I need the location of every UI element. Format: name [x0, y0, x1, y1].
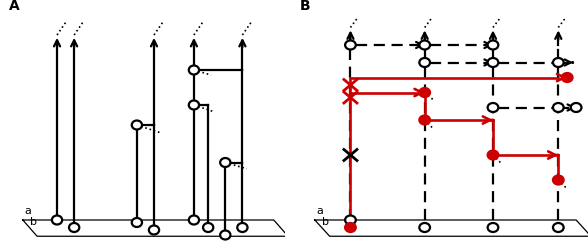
Circle shape — [189, 100, 199, 110]
Circle shape — [238, 223, 248, 232]
Circle shape — [419, 223, 430, 232]
Circle shape — [553, 176, 564, 184]
Circle shape — [132, 218, 142, 227]
Circle shape — [189, 216, 199, 224]
Circle shape — [487, 223, 498, 232]
Circle shape — [132, 120, 142, 130]
Circle shape — [203, 223, 213, 232]
Circle shape — [419, 40, 430, 50]
Circle shape — [149, 226, 159, 234]
Circle shape — [419, 88, 430, 97]
Circle shape — [553, 103, 564, 112]
Text: A: A — [9, 0, 19, 13]
Circle shape — [553, 58, 564, 67]
Text: b: b — [322, 217, 329, 227]
Circle shape — [52, 216, 62, 224]
Text: b: b — [30, 217, 37, 227]
Circle shape — [345, 216, 356, 224]
Circle shape — [487, 40, 498, 50]
Circle shape — [553, 223, 564, 232]
Circle shape — [487, 150, 498, 160]
Text: a: a — [24, 206, 31, 216]
Circle shape — [487, 103, 498, 112]
Circle shape — [189, 66, 199, 74]
Circle shape — [419, 116, 430, 124]
Circle shape — [220, 158, 230, 167]
Circle shape — [69, 223, 79, 232]
Circle shape — [220, 230, 230, 239]
Circle shape — [345, 40, 356, 50]
Circle shape — [345, 223, 356, 232]
Text: a: a — [316, 206, 323, 216]
Circle shape — [419, 58, 430, 67]
Circle shape — [487, 58, 498, 67]
Circle shape — [571, 103, 582, 112]
Circle shape — [562, 73, 573, 82]
Text: B: B — [300, 0, 310, 13]
